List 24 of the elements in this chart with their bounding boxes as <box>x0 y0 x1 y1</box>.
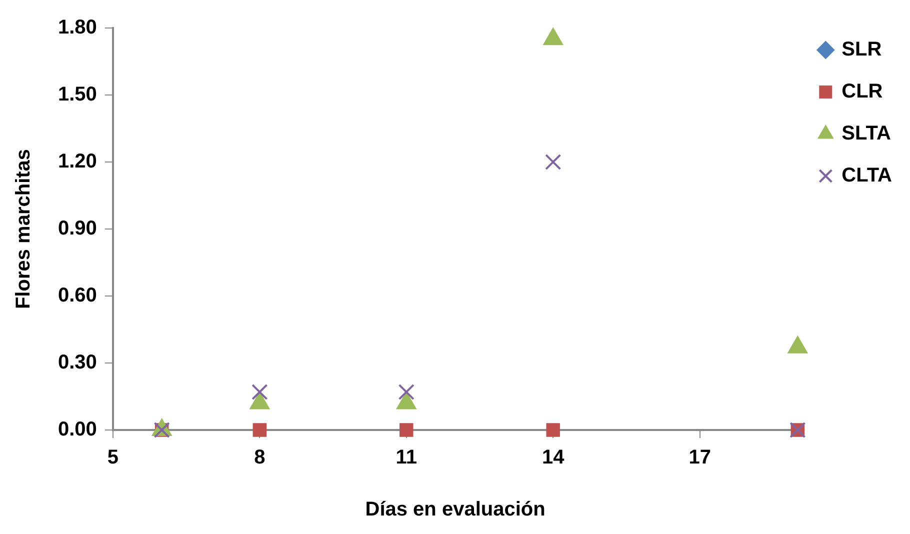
point <box>546 423 560 437</box>
y-tick-label: 0.00 <box>58 418 97 441</box>
y-tick-label: 1.80 <box>58 16 97 39</box>
x-tick-label: 5 <box>107 446 118 469</box>
point <box>252 384 268 400</box>
point <box>543 28 564 46</box>
legend-label: CLTA <box>842 164 892 187</box>
point <box>400 423 414 437</box>
x-axis-title: Días en evaluación <box>365 498 546 521</box>
legend-label: CLR <box>842 80 884 103</box>
point <box>252 423 267 437</box>
x-tick-label: 8 <box>254 446 266 469</box>
y-tick-label: 1.20 <box>58 150 97 173</box>
legend-label: SLR <box>842 38 882 61</box>
y-tick-label: 1.50 <box>58 84 97 106</box>
point <box>398 384 414 400</box>
y-tick-label: 0.60 <box>58 284 97 307</box>
x-tick-label: 14 <box>542 446 566 469</box>
y-axis-title: Flores marchitas <box>12 148 35 310</box>
legend-label: SLTA <box>842 122 891 145</box>
y-tick-label: 0.30 <box>58 352 97 374</box>
x-tick-label: 11 <box>396 446 417 469</box>
x-tick-label: 17 <box>688 446 711 469</box>
y-tick-label: 0.90 <box>58 218 97 240</box>
